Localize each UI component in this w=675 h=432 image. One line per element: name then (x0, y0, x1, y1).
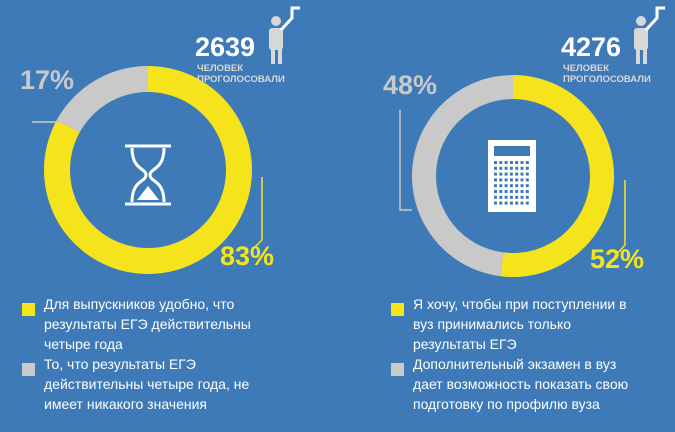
key (525, 184, 529, 188)
key (499, 166, 503, 170)
key (494, 195, 497, 199)
legend-text: Для выпускников удобно, что результаты Е… (44, 296, 251, 352)
key (504, 166, 508, 170)
key (494, 190, 497, 193)
donut-segment (56, 66, 148, 133)
key (504, 178, 508, 182)
key (515, 166, 519, 170)
key (520, 190, 524, 193)
key (525, 166, 529, 170)
key (509, 190, 513, 193)
key (509, 172, 513, 176)
key (525, 195, 529, 199)
key (494, 178, 497, 182)
key (509, 161, 513, 164)
key (509, 195, 513, 199)
value-label: 48% (383, 70, 437, 100)
legend-text: Я хочу, чтобы при поступлении в вуз прин… (413, 296, 627, 352)
key (499, 161, 503, 164)
legend-text: То, что результаты ЕГЭ действительны чет… (44, 356, 250, 412)
votes-caption: ЧЕЛОВЕК (563, 63, 609, 74)
key (525, 190, 529, 193)
key (499, 172, 503, 176)
key (515, 201, 519, 205)
key (504, 201, 508, 205)
leader-line (251, 177, 263, 251)
key (499, 178, 503, 182)
key (515, 184, 519, 188)
votes-caption: ПРОГОЛОСОВАЛИ (563, 74, 651, 85)
value-label: 83% (220, 241, 274, 271)
key (520, 178, 524, 182)
key (520, 201, 524, 205)
votes-caption: ПРОГОЛОСОВАЛИ (197, 74, 285, 85)
ballot-icon (488, 140, 536, 212)
key (520, 184, 524, 188)
key (504, 172, 508, 176)
votes-count: 4276 (561, 32, 621, 62)
legend-swatch (22, 303, 35, 316)
key (509, 184, 513, 188)
hourglass-icon (125, 144, 171, 206)
key (504, 190, 508, 193)
leader-line (399, 110, 412, 211)
key (494, 201, 497, 205)
key (515, 178, 519, 182)
key (504, 161, 508, 164)
votes-caption: ЧЕЛОВЕК (197, 63, 243, 74)
key (515, 161, 519, 164)
key (525, 201, 529, 205)
key (494, 166, 497, 170)
key (515, 195, 519, 199)
key (525, 161, 529, 164)
legend-swatch (22, 363, 35, 376)
value-label: 17% (20, 65, 74, 95)
key (525, 172, 529, 176)
leader-line (615, 180, 626, 256)
value-label: 52% (590, 244, 644, 274)
key (520, 195, 524, 199)
key (499, 201, 503, 205)
legend-swatch (391, 303, 404, 316)
key (509, 178, 513, 182)
key (499, 195, 503, 199)
key (494, 172, 497, 176)
key (520, 166, 524, 170)
key (499, 184, 503, 188)
key (494, 161, 497, 164)
legend-swatch (391, 363, 404, 376)
donut-segment (500, 75, 614, 277)
donut-segment (411, 75, 513, 277)
key (494, 184, 497, 188)
key (515, 172, 519, 176)
key (499, 190, 503, 193)
legend-text: Дополнительный экзамен в вуз дает возмож… (413, 356, 629, 412)
key (504, 195, 508, 199)
key (509, 166, 513, 170)
key (515, 190, 519, 193)
votes-count: 2639 (195, 32, 255, 62)
key (509, 201, 513, 205)
key (504, 184, 508, 188)
key (520, 161, 524, 164)
person-icon (269, 6, 665, 64)
key (525, 178, 529, 182)
key (520, 172, 524, 176)
